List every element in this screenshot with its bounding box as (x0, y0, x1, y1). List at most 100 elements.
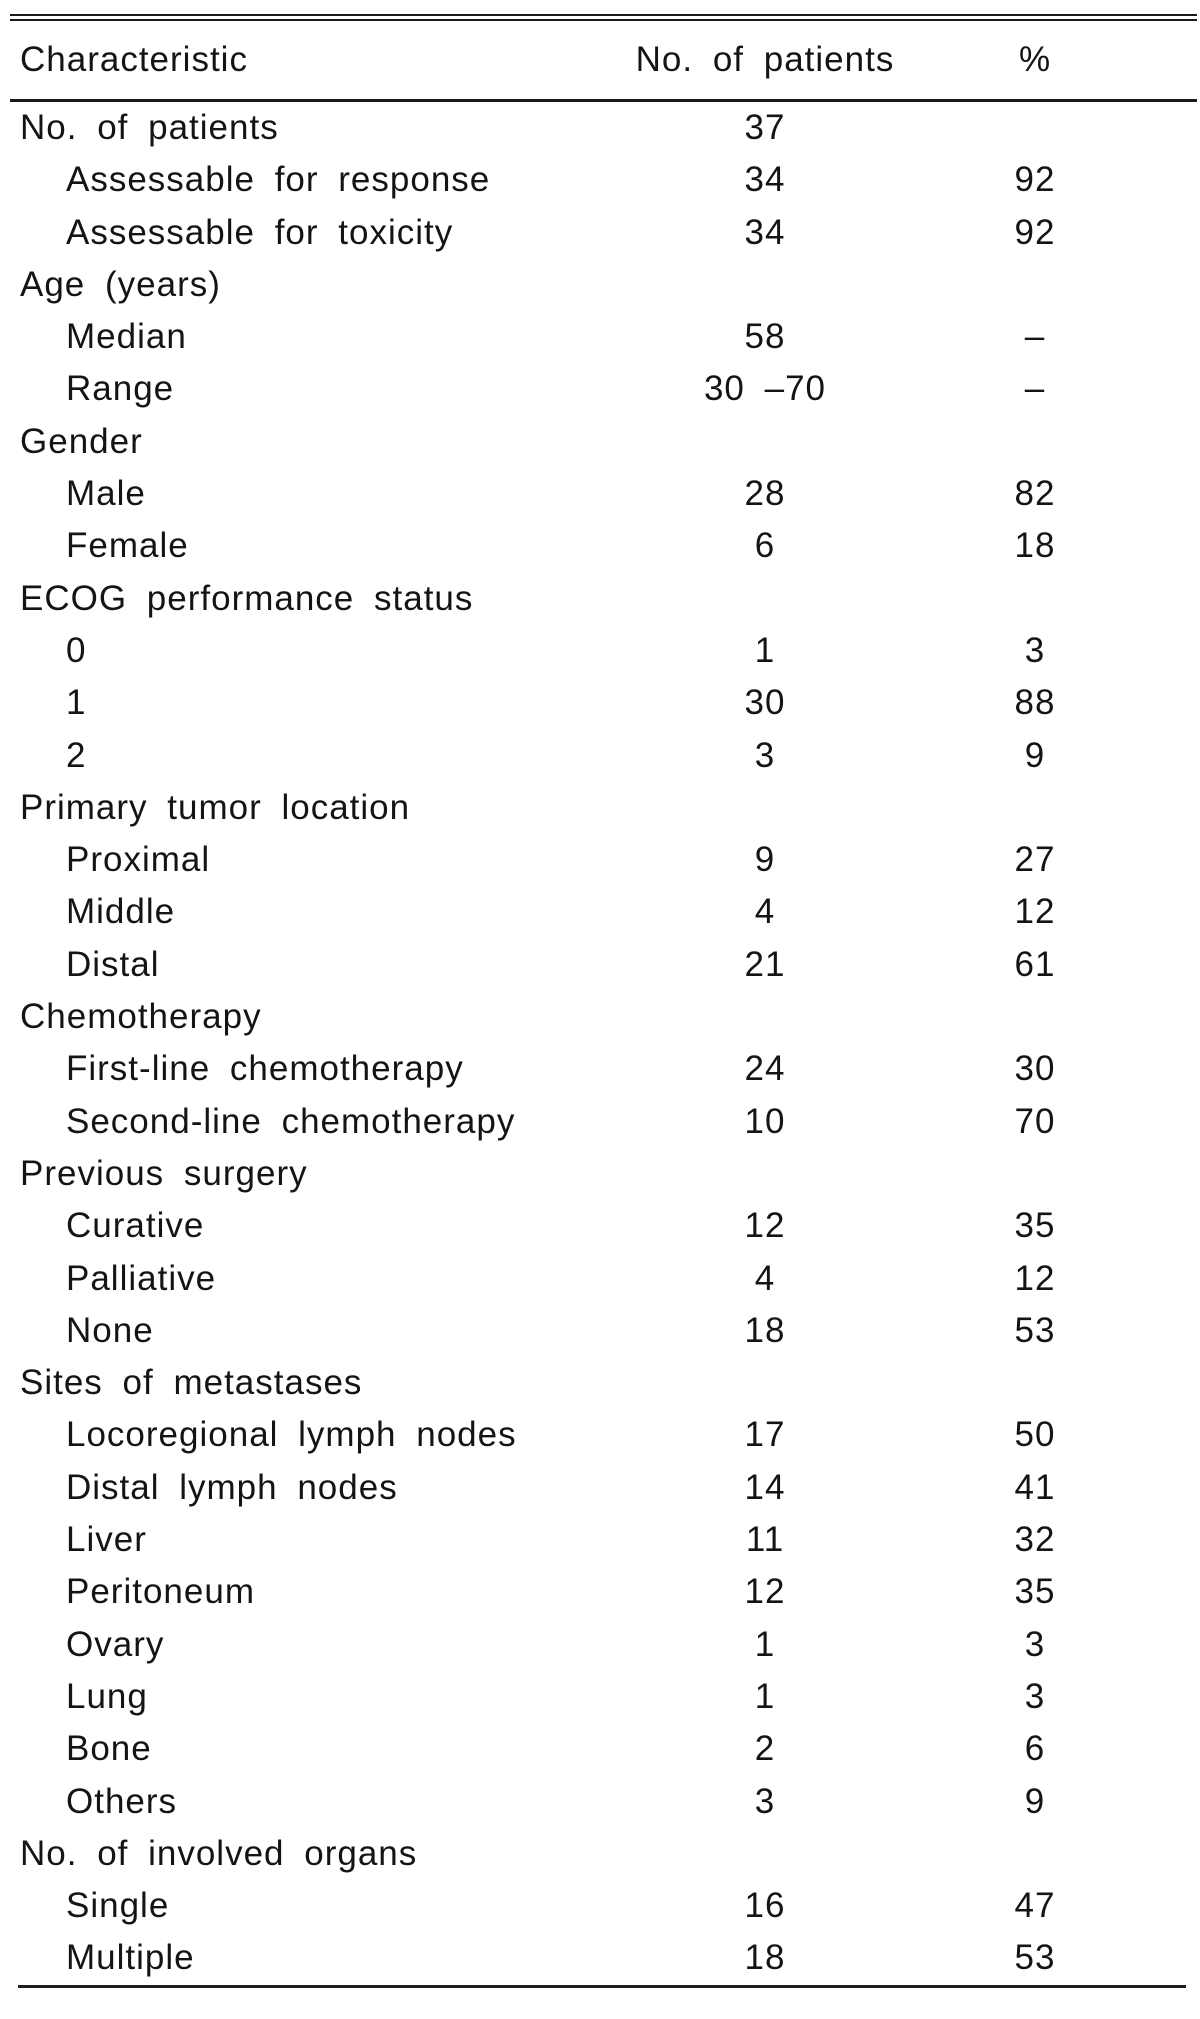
characteristic-cell: Range (66, 369, 175, 409)
patients-count-cell: 58 (744, 317, 786, 357)
table-row: ECOG performance status (0, 573, 1200, 625)
top-double-rule (10, 14, 1197, 21)
percent-cell: 9 (1024, 1781, 1046, 1821)
patients-count-cell: 6 (754, 526, 776, 566)
percent-cell: 3 (1024, 1676, 1046, 1716)
characteristic-cell: 2 (66, 735, 87, 775)
table-row: Female 6 18 (0, 520, 1200, 572)
characteristic-cell: ECOG performance status (20, 578, 474, 618)
table-row: Sites of metastases (0, 1357, 1200, 1409)
table-row: Proximal 9 27 (0, 834, 1200, 886)
table-row: Previous surgery (0, 1148, 1200, 1200)
characteristic-cell: Single (66, 1886, 170, 1926)
patients-count-cell: 1 (754, 1676, 776, 1716)
percent-cell: 30 (1014, 1049, 1056, 1089)
characteristic-cell: No. of patients (20, 108, 279, 147)
patients-count-cell: 12 (744, 1572, 786, 1612)
characteristic-cell: Proximal (66, 840, 211, 880)
characteristic-cell: Liver (66, 1520, 147, 1560)
patients-count-cell: 21 (744, 944, 786, 984)
table-row: Assessable for response 34 92 (0, 154, 1200, 206)
patients-count-cell (600, 1357, 930, 1409)
percent-cell (930, 1828, 1140, 1880)
characteristic-cell: Female (66, 526, 189, 566)
characteristic-cell: Palliative (66, 1258, 217, 1298)
patients-count-cell: 1 (754, 630, 776, 670)
table-row: Distal 21 61 (0, 939, 1200, 991)
characteristic-cell: Median (66, 317, 187, 357)
characteristic-cell: Bone (66, 1729, 152, 1769)
header-separator-rule (10, 99, 1197, 102)
patients-count-cell: 12 (744, 1206, 786, 1246)
table-row: Lung 1 3 (0, 1671, 1200, 1723)
percent-cell: 92 (1014, 160, 1056, 200)
table-row: Chemotherapy (0, 991, 1200, 1043)
characteristic-cell: Others (66, 1781, 178, 1821)
characteristic-cell: No. of involved organs (20, 1833, 418, 1873)
patients-count-cell: 30 –70 (703, 369, 827, 409)
patients-count-cell: 3 (754, 1781, 776, 1821)
table-row: Single 16 47 (0, 1880, 1200, 1932)
characteristic-cell: Curative (66, 1206, 205, 1246)
characteristic-cell: Male (66, 474, 146, 514)
characteristic-cell: Primary tumor location (20, 787, 411, 827)
characteristic-cell: Multiple (66, 1938, 195, 1978)
percent-cell: 27 (1014, 840, 1056, 880)
table-row: Middle 4 12 (0, 886, 1200, 938)
percent-cell: 3 (1024, 630, 1046, 670)
percent-cell: 35 (1014, 1206, 1056, 1246)
table-row: Multiple 18 53 (0, 1932, 1200, 1984)
characteristic-cell: None (66, 1310, 154, 1350)
patients-count-cell: 4 (754, 892, 776, 932)
percent-cell: 53 (1014, 1938, 1056, 1978)
percent-cell (930, 1357, 1140, 1409)
characteristic-cell: 1 (66, 683, 87, 723)
characteristic-cell: Previous surgery (20, 1153, 308, 1193)
percent-cell: 92 (1014, 212, 1056, 252)
characteristic-cell: Ovary (66, 1624, 165, 1664)
characteristic-cell: Gender (20, 421, 143, 461)
patients-count-cell: 37 (744, 108, 786, 147)
patients-count-cell (600, 1828, 930, 1880)
characteristic-cell: Second-line chemotherapy (66, 1101, 516, 1141)
patients-count-cell: 4 (754, 1258, 776, 1298)
percent-cell (930, 416, 1140, 468)
percent-cell: 12 (1014, 1258, 1056, 1298)
percent-cell: 32 (1014, 1520, 1056, 1560)
patients-count-cell: 14 (744, 1467, 786, 1507)
characteristic-cell: Middle (66, 892, 176, 932)
patients-count-cell: 17 (744, 1415, 786, 1455)
patients-count-cell (600, 416, 930, 468)
patients-count-cell: 9 (754, 840, 776, 880)
characteristic-cell: 0 (66, 630, 87, 670)
percent-cell: 61 (1014, 944, 1056, 984)
table-row: Palliative 4 12 (0, 1253, 1200, 1305)
table-row: 0 1 3 (0, 625, 1200, 677)
patients-count-cell: 1 (754, 1624, 776, 1664)
percent-cell (930, 259, 1140, 311)
table-header-row: Characteristic No. of patients % (0, 21, 1200, 99)
patients-count-cell (600, 991, 930, 1043)
percent-cell: 12 (1014, 892, 1056, 932)
table-row: Range 30 –70 – (0, 363, 1200, 415)
table-row: First-line chemotherapy 24 30 (0, 1043, 1200, 1095)
bottom-rule (18, 1984, 1186, 1988)
header-no-of-patients: No. of patients (635, 40, 895, 79)
patients-count-cell: 2 (754, 1729, 776, 1769)
percent-cell (930, 991, 1140, 1043)
patients-count-cell: 30 (744, 683, 786, 723)
percent-cell (930, 573, 1140, 625)
table-row: None 18 53 (0, 1305, 1200, 1357)
table-row: Gender (0, 416, 1200, 468)
patients-count-cell (600, 782, 930, 834)
characteristic-cell: Locoregional lymph nodes (66, 1415, 517, 1455)
patients-count-cell: 18 (744, 1938, 786, 1978)
table-row: Others 3 9 (0, 1776, 1200, 1828)
characteristic-cell: Lung (66, 1676, 148, 1716)
percent-cell: 88 (1014, 683, 1056, 723)
percent-cell: 50 (1014, 1415, 1056, 1455)
percent-cell (930, 102, 1140, 154)
percent-cell: 82 (1014, 474, 1056, 514)
table-row: No. of patients 37 (0, 102, 1200, 154)
header-characteristic: Characteristic (20, 40, 248, 79)
